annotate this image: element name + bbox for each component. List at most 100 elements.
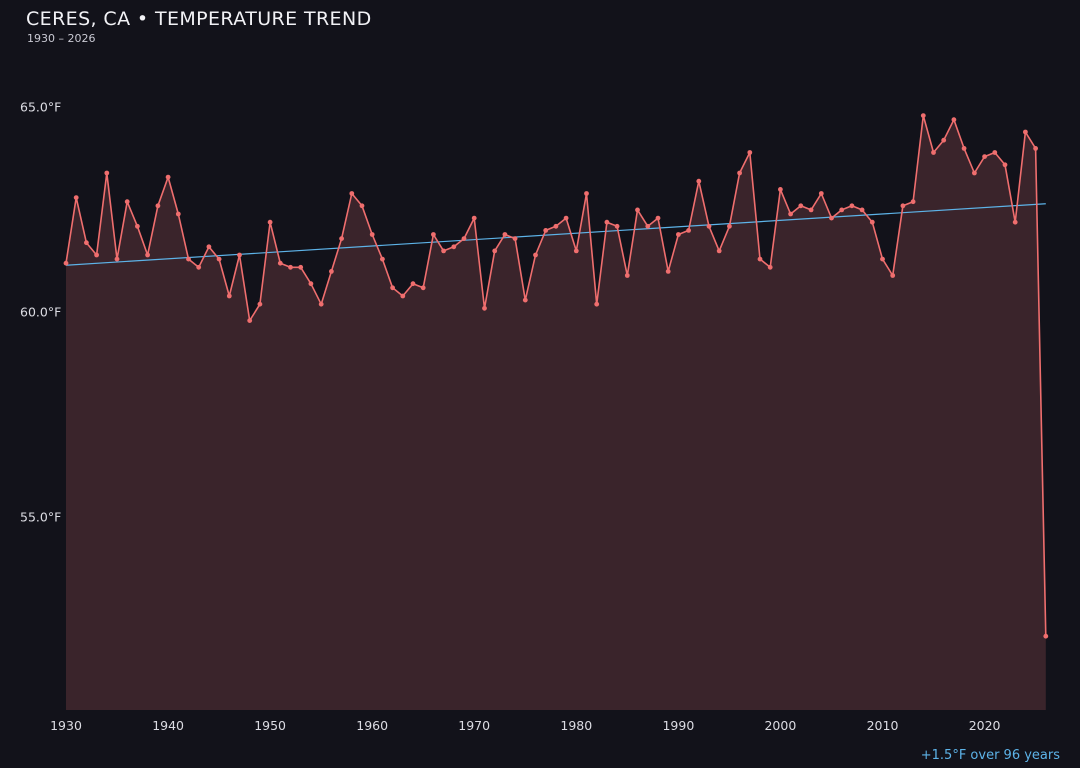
data-point: [482, 305, 487, 311]
x-tick-label: 1970: [458, 718, 490, 733]
data-point: [471, 215, 477, 221]
data-point: [1033, 146, 1038, 151]
data-point: [216, 256, 222, 262]
data-point: [655, 215, 661, 221]
data-point: [931, 150, 936, 155]
data-point: [880, 256, 885, 262]
data-point: [543, 228, 549, 233]
data-point: [502, 232, 508, 237]
data-point: [512, 236, 518, 242]
data-point: [155, 203, 161, 209]
data-point: [676, 232, 681, 237]
x-tick-label: 1960: [356, 718, 388, 733]
trend-line: [65, 203, 1046, 266]
data-point: [226, 293, 232, 299]
data-point: [951, 117, 957, 123]
data-point: [339, 236, 344, 242]
data-point: [645, 223, 651, 229]
data-point: [298, 264, 304, 270]
x-tick-label: 1950: [254, 718, 286, 733]
data-point: [859, 207, 865, 213]
data-point: [104, 170, 110, 176]
x-tick-label: 2020: [969, 718, 1001, 733]
data-point: [737, 170, 742, 176]
data-point: [982, 154, 987, 160]
area-fill: [66, 115, 1046, 711]
data-point: [196, 264, 202, 270]
data-point: [890, 273, 896, 278]
data-point: [1043, 633, 1049, 639]
data-point: [624, 273, 630, 278]
data-point: [594, 301, 600, 307]
data-point: [441, 248, 446, 254]
data-point: [73, 195, 79, 201]
data-point: [94, 252, 99, 258]
data-point: [431, 232, 436, 237]
data-point: [920, 113, 926, 118]
data-point: [288, 264, 293, 270]
data-point: [267, 219, 273, 225]
data-point: [400, 293, 406, 299]
data-point: [849, 203, 855, 209]
data-point: [829, 215, 834, 221]
y-tick-label: 60.0°F: [20, 304, 61, 319]
data-point: [165, 174, 171, 180]
data-point: [757, 256, 763, 262]
data-point: [1002, 162, 1008, 168]
data-point: [369, 232, 375, 237]
data-point: [329, 269, 334, 274]
data-point: [604, 219, 610, 225]
data-point: [839, 207, 845, 213]
data-point: [461, 236, 467, 242]
data-point: [380, 256, 385, 262]
data-point: [818, 191, 824, 196]
data-point: [84, 240, 89, 246]
data-point: [696, 178, 702, 184]
data-point: [788, 211, 793, 217]
data-point: [686, 228, 691, 233]
data-point: [614, 223, 620, 229]
data-point: [869, 219, 875, 225]
data-point: [992, 150, 998, 155]
data-point: [114, 256, 120, 262]
data-point: [237, 252, 242, 258]
data-point: [145, 252, 151, 258]
data-point: [635, 207, 640, 213]
x-tick-label: 1940: [152, 718, 184, 733]
data-point: [665, 269, 671, 274]
data-point: [522, 297, 528, 303]
data-point: [277, 260, 283, 266]
y-tick-label: 55.0°F: [20, 509, 61, 524]
x-tick-label: 2000: [764, 718, 796, 733]
data-point: [767, 264, 773, 270]
data-point: [1012, 219, 1018, 225]
data-point: [308, 281, 314, 287]
data-point: [359, 203, 365, 209]
data-point: [175, 211, 181, 217]
data-point: [206, 244, 212, 250]
data-point: [410, 281, 416, 287]
data-point: [533, 252, 538, 258]
data-point: [900, 203, 906, 209]
data-point: [716, 248, 722, 254]
trend-annotation: +1.5°F over 96 years: [920, 748, 1060, 763]
data-point: [808, 207, 814, 213]
data-point: [247, 318, 253, 323]
data-point: [727, 223, 732, 229]
data-point: [318, 301, 324, 307]
data-point: [420, 285, 426, 291]
data-point: [390, 285, 395, 291]
data-point: [747, 150, 753, 155]
data-point: [584, 191, 589, 196]
data-point: [63, 260, 69, 266]
x-tick-label: 1980: [560, 718, 592, 733]
data-point: [972, 170, 977, 176]
data-point: [910, 199, 916, 205]
data-point: [135, 223, 140, 229]
x-tick-label: 1990: [662, 718, 694, 733]
x-tick-label: 1930: [50, 718, 82, 733]
data-point: [186, 256, 191, 262]
data-point: [492, 248, 498, 254]
